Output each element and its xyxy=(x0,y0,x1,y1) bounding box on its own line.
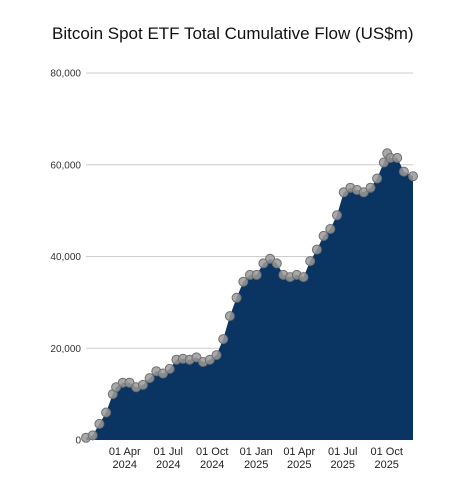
data-point xyxy=(332,210,342,221)
data-point xyxy=(298,272,309,283)
y-tick-label: 0 xyxy=(75,436,81,447)
x-tick-year: 2025 xyxy=(244,459,268,471)
x-tick-year: 2024 xyxy=(200,459,224,471)
data-point xyxy=(311,244,322,255)
chart-title: Bitcoin Spot ETF Total Cumulative Flow (… xyxy=(52,24,414,43)
data-point xyxy=(325,224,336,234)
x-tick-year: 2024 xyxy=(112,459,136,471)
data-point xyxy=(365,182,376,193)
x-tick-year: 2025 xyxy=(374,459,398,471)
data-point xyxy=(224,311,235,322)
data-point xyxy=(137,379,148,390)
x-tick-year: 2025 xyxy=(330,459,354,471)
data-point xyxy=(305,256,316,267)
x-tick-year: 2024 xyxy=(156,459,180,471)
x-tick-label: 01 Oct xyxy=(371,446,403,458)
data-point xyxy=(144,373,155,384)
data-point xyxy=(218,334,229,345)
y-tick-label: 40,000 xyxy=(50,252,81,263)
data-point xyxy=(158,368,168,379)
data-point xyxy=(87,430,98,441)
data-point xyxy=(211,350,222,361)
data-point xyxy=(318,230,329,241)
data-point xyxy=(358,187,369,198)
data-point xyxy=(408,171,418,182)
data-point xyxy=(338,187,349,198)
x-tick-label: 01 Oct xyxy=(196,446,228,458)
data-point xyxy=(392,152,403,163)
data-point xyxy=(164,363,175,374)
x-tick-label: 01 Jan xyxy=(240,446,273,458)
data-point xyxy=(231,292,242,303)
x-tick-label: 01 Apr xyxy=(109,446,141,458)
x-tick-year: 2025 xyxy=(287,459,311,471)
data-point xyxy=(378,157,389,168)
data-point xyxy=(251,269,262,280)
data-point xyxy=(204,354,215,365)
data-point xyxy=(101,407,112,418)
data-point xyxy=(94,418,105,429)
y-tick-label: 60,000 xyxy=(50,160,81,171)
x-tick-label: 01 Apr xyxy=(283,446,315,458)
x-tick-label: 01 Jul xyxy=(328,446,357,458)
y-tick-label: 20,000 xyxy=(50,344,81,355)
data-point xyxy=(191,352,202,363)
y-tick-label: 80,000 xyxy=(50,69,81,80)
data-point xyxy=(265,253,276,264)
data-point xyxy=(372,173,383,184)
area-series xyxy=(86,153,413,441)
data-point xyxy=(238,276,249,287)
data-point xyxy=(258,258,269,269)
data-point xyxy=(271,258,282,269)
x-tick-label: 01 Jul xyxy=(154,446,183,458)
data-point xyxy=(398,166,409,177)
